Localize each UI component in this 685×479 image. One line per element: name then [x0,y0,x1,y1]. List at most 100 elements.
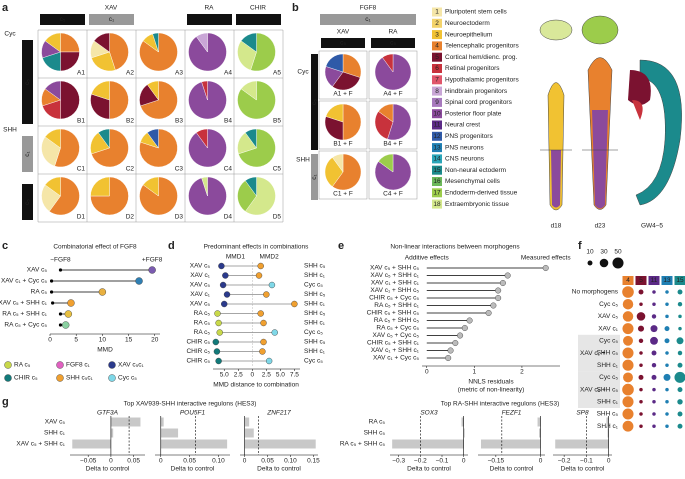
dot [665,412,669,416]
legend-number: 17 [433,190,441,197]
legend-swatch [432,7,442,17]
label: c₁ [311,173,318,179]
value-dot [457,332,464,339]
pie-slice [147,80,159,101]
pie-slice [332,153,344,173]
legend-number: 8 [435,88,439,95]
pie-slice [147,128,159,149]
dot [638,338,644,344]
pie-slice [324,157,344,187]
x-tick-label: 0.10 [284,458,297,465]
end-dot [148,266,156,274]
dot [651,362,657,368]
value-dot [485,310,492,317]
bar [607,428,609,438]
dot [665,302,669,306]
dot [650,325,658,333]
mmd2-dot [259,348,266,355]
x-tick-label: 0 [48,337,52,344]
pie-slice [109,32,129,71]
legend-swatch [432,165,442,175]
header-box [311,54,318,150]
pie-slice [342,103,362,141]
mmd1-dot [216,329,223,336]
row-label: RA c₅ [194,329,211,336]
legend-label: Neuroepithelium [445,31,492,38]
row-label: RA c₅ + SHH c₁ [374,302,420,309]
pie-slice [238,128,276,168]
x-tick-label: 5 [74,337,78,344]
legend-swatch [432,131,442,141]
dot [623,335,633,346]
x-tick-label: 5.0 [220,372,229,379]
pie-slice [152,32,159,53]
panel-letter: g [2,396,9,408]
dot [677,411,683,417]
label: c₁ [24,150,31,156]
dot [652,412,656,416]
value-dot [504,272,511,279]
row-label: XAV c₅ + SHH c₁ [0,300,48,307]
label: FGF8 [360,5,377,12]
dot [639,363,643,367]
row-label: Cyc c₅ [599,374,618,381]
row-label: SHH c₁ [304,320,326,327]
label: MMD1 [226,254,246,261]
bar [539,428,541,438]
x-tick-label: 0 [539,458,543,465]
x-tick-label: 1 [473,369,477,376]
pie-label: B1 [77,118,85,125]
value-dot [447,347,454,354]
pie-label: C4 + F [383,191,403,198]
bar [244,428,254,438]
pie-slice [60,80,80,120]
dot [622,420,634,432]
x-axis-label: MMD [97,347,113,354]
row-label: XAV c₅ [190,282,211,289]
pie-slice [250,32,276,72]
legend-number: 14 [433,156,441,163]
x-tick-label: 0.10 [212,458,225,465]
pie-label: A1 [77,70,85,77]
value-dot [452,340,459,347]
legend-label: Hypothalamic progenitors [445,77,519,84]
row-label: XAV c₁ [190,291,211,298]
row-label: SHH c₅ [364,430,386,437]
stage-label: GW4–5 [641,223,663,230]
bar [555,439,609,449]
legend-label: PNS progenitors [445,133,493,140]
bar [244,417,250,427]
x-tick-label: 15 [125,337,133,344]
legend-dot [4,361,12,369]
group-label: XAV c₁ + [580,350,606,357]
mmd2-dot [257,310,264,317]
value-dot [495,287,502,294]
dot [638,374,644,380]
row-label: RA c₅ [194,320,211,327]
panel-title: Combinatorial effect of FGF8 [53,244,137,251]
legend-number: 18 [433,201,441,208]
label: +FGF8 [142,257,163,264]
pie-label: C1 [77,166,86,173]
row-label: SHH c₁ [304,272,326,279]
cell [318,150,368,200]
dot [678,314,682,319]
mmd1-dot [223,291,231,298]
pie-slice [91,51,116,72]
x-tick-label: −0.1 [580,458,593,465]
dot [677,350,683,356]
row-label: XAV c₅ [598,313,619,320]
size-legend-label: 50 [614,249,622,256]
panel-title: Top RA-SHH interactive regulons (HES3) [441,401,560,408]
mmd2-dot [268,281,276,289]
value-dot [461,325,468,332]
column-label: 4 [626,277,630,284]
pie-slice [387,103,412,141]
x-tick-label: 0 [109,458,113,465]
end-dot [98,288,107,296]
dot [650,336,658,345]
dot [622,298,634,310]
row-label: SHH c₁ [304,301,326,308]
legend-number: 10 [433,110,441,117]
column-swatch [661,276,673,285]
